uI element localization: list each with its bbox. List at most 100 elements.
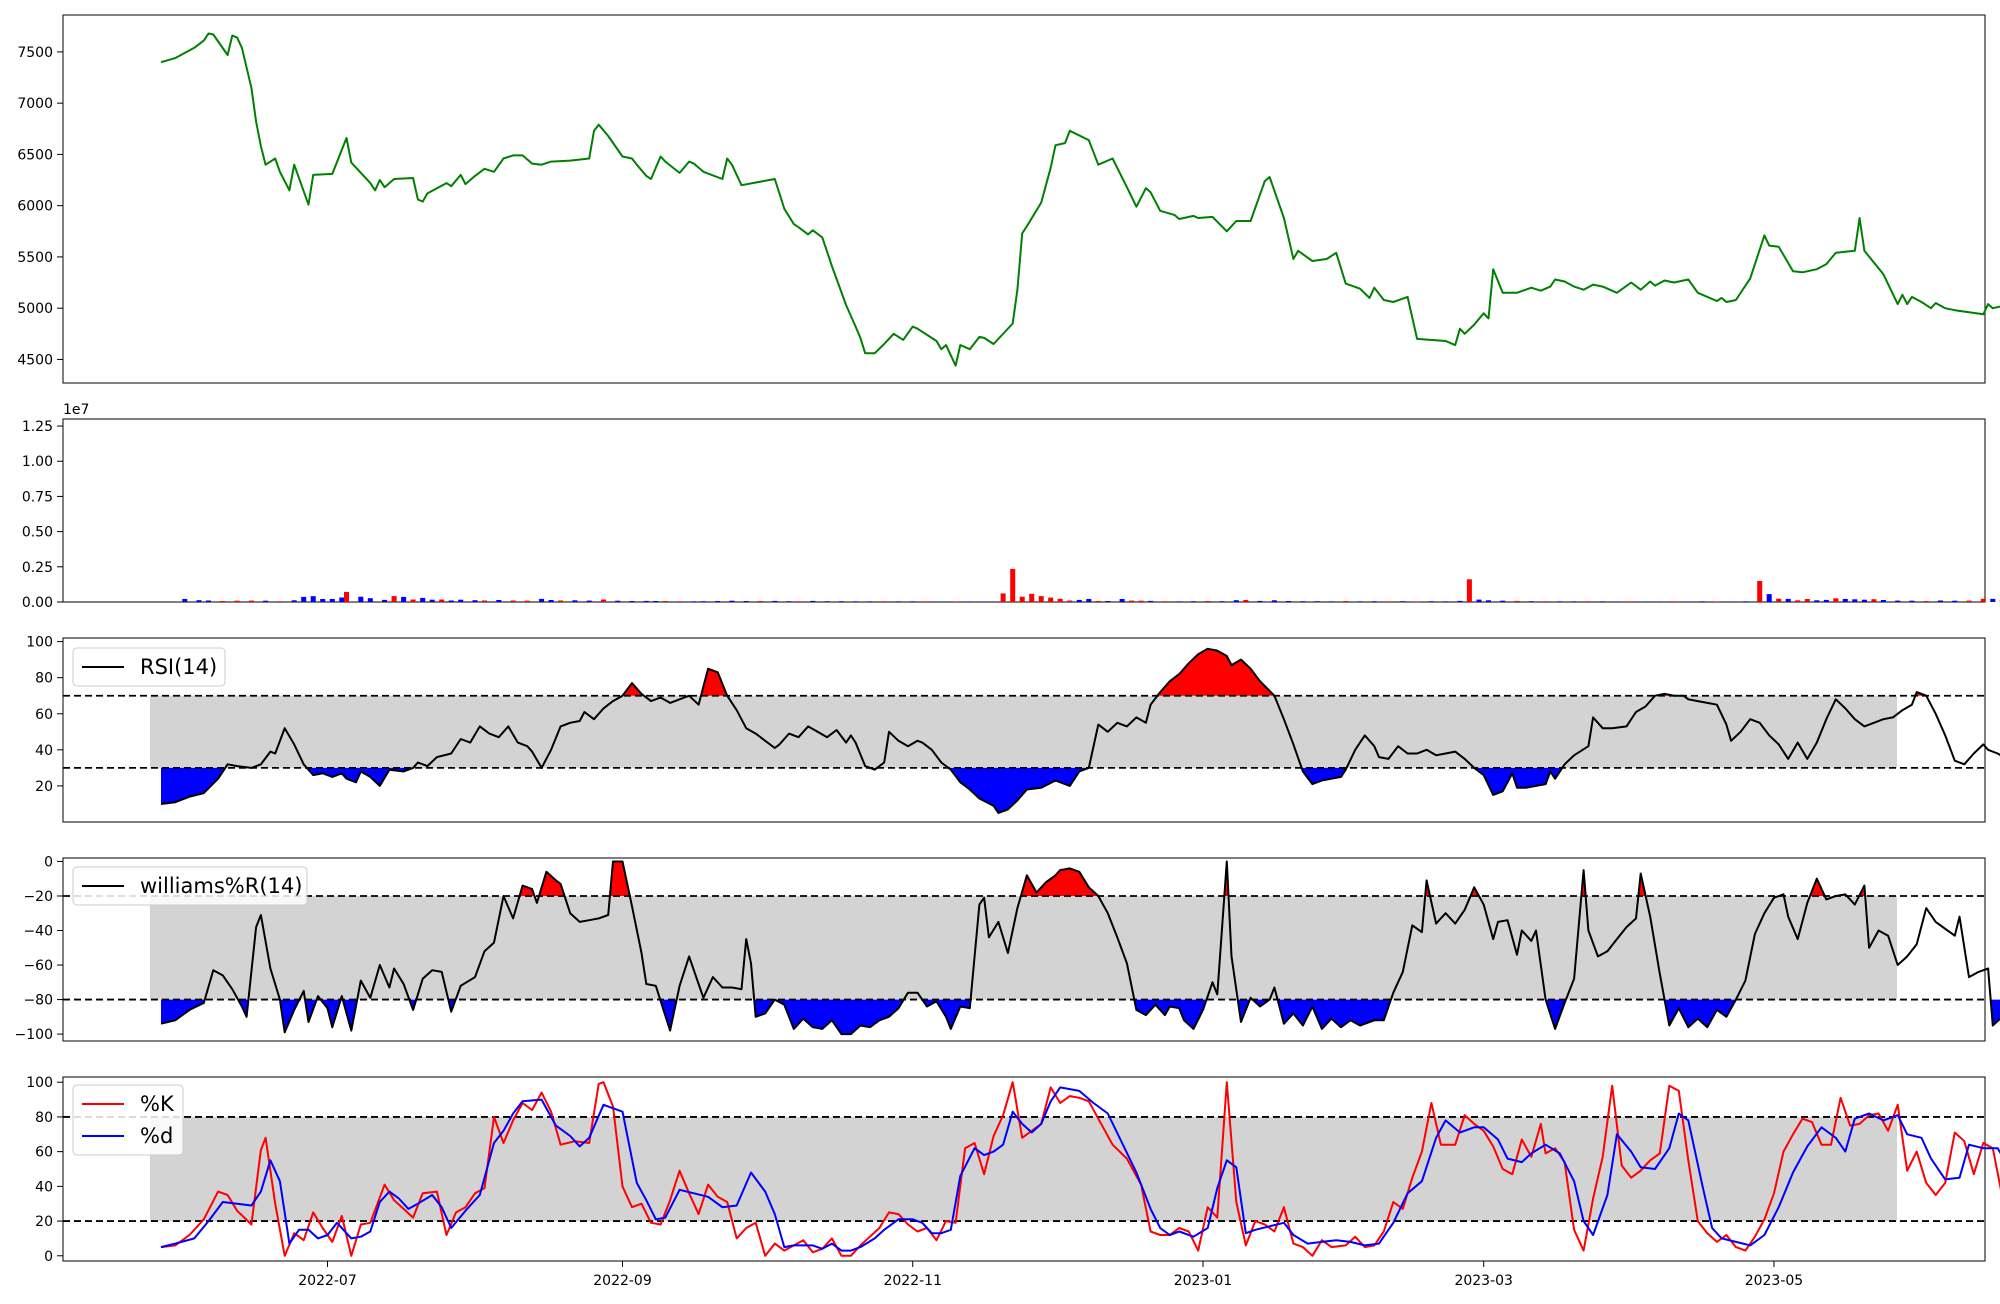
volume-bar (601, 600, 606, 603)
volume-bar (758, 601, 763, 602)
williams-y-tick-label: −100 (15, 1027, 53, 1043)
volume-bar (320, 599, 325, 602)
volume-bar (1058, 599, 1063, 602)
volume-bar (1557, 601, 1562, 602)
volume-bar (744, 601, 749, 602)
volume-bar (1457, 601, 1462, 602)
volume-bar (982, 601, 987, 602)
volume-bar (1643, 601, 1648, 602)
volume-bar (382, 600, 387, 602)
rsi-y-tick-label: 100 (26, 635, 53, 651)
volume-bar (1120, 599, 1125, 602)
volume-panel: 1e7 (63, 402, 1985, 602)
volume-bar (772, 601, 777, 602)
volume-bar (525, 601, 530, 602)
volume-bar (1529, 601, 1534, 602)
volume-bar (420, 598, 425, 602)
volume-bar (1220, 601, 1225, 602)
volume-bar (572, 600, 577, 602)
volume-bar (1358, 601, 1363, 602)
volume-bar (496, 600, 501, 602)
volume-bar (1477, 600, 1482, 602)
volume-bar (482, 601, 487, 603)
volume-bar (263, 601, 268, 602)
volume-bar (311, 596, 316, 602)
volume-bar (473, 600, 478, 602)
volume-y-tick-label: 0.75 (22, 489, 53, 505)
rsi-legend-label: RSI(14) (140, 655, 217, 679)
volume-bar (615, 601, 620, 602)
volume-bar (1429, 601, 1434, 602)
volume-bar (1967, 601, 1972, 602)
volume-bar (1515, 601, 1520, 602)
volume-bar (1500, 601, 1505, 602)
d-legend-label: %d (140, 1124, 173, 1148)
volume-bar (511, 601, 516, 603)
volume-bar (1329, 601, 1334, 602)
volume-bar (1686, 601, 1691, 602)
volume-bar (1205, 601, 1210, 602)
volume-bar (701, 601, 706, 602)
volume-offset-label: 1e7 (63, 402, 89, 418)
volume-bar (1672, 601, 1677, 602)
volume-bar (301, 597, 306, 602)
volume-bar (587, 601, 592, 602)
volume-bar (910, 601, 915, 602)
volume-bar (839, 601, 844, 602)
volume-bar (1909, 601, 1914, 602)
volume-bar (358, 597, 363, 602)
volume-bar (1315, 601, 1320, 602)
volume-bar (1129, 601, 1134, 602)
volume-bar (729, 601, 734, 602)
volume-bar (1805, 599, 1810, 602)
volume-bar (1039, 596, 1044, 602)
stochastic-y-tick-label: 100 (26, 1075, 53, 1091)
volume-bar (1162, 601, 1167, 602)
volume-bar (644, 601, 649, 602)
volume-bar (715, 601, 720, 602)
x-tick-label: 2022-09 (593, 1273, 652, 1289)
volume-y-tick-label: 1.25 (22, 419, 53, 435)
volume-bar (1795, 600, 1800, 602)
volume-bar (1757, 581, 1762, 602)
price-panel (63, 15, 1985, 383)
volume-bar (1700, 601, 1705, 602)
x-tick-label: 2023-03 (1454, 1273, 1513, 1289)
williams-y-tick-label: −40 (23, 924, 53, 940)
volume-bar (1400, 601, 1405, 602)
volume-bar (1881, 600, 1886, 602)
volume-bar (1543, 601, 1548, 602)
stochastic-y-tick-label: 60 (35, 1145, 53, 1161)
volume-bar (1286, 601, 1291, 602)
volume-bar (1572, 601, 1577, 602)
volume-bar (1767, 594, 1772, 602)
rsi-y-tick-label: 20 (35, 779, 53, 795)
volume-bar (787, 601, 792, 602)
williams-band (150, 896, 1897, 1000)
volume-bar (1096, 601, 1101, 602)
volume-bar (1833, 598, 1838, 602)
williams-y-tick-label: −20 (23, 889, 53, 905)
volume-bar (1029, 594, 1034, 602)
volume-bar (967, 601, 972, 602)
price-y-tick-label: 5500 (17, 250, 53, 266)
volume-bar (653, 601, 658, 602)
price-y-tick-label: 4500 (17, 352, 53, 368)
volume-bar (277, 601, 282, 602)
volume-y-tick-label: 1.00 (22, 454, 53, 470)
volume-bar (1814, 600, 1819, 602)
x-tick-label: 2022-07 (298, 1273, 357, 1289)
volume-bar (368, 598, 373, 602)
volume-bar (1177, 601, 1182, 602)
volume-bar (1272, 600, 1277, 602)
price-y-tick-label: 7000 (17, 96, 53, 112)
volume-bar (1415, 601, 1420, 602)
price-y-tick-label: 6500 (17, 147, 53, 163)
volume-bar (663, 601, 668, 602)
volume-bar (882, 601, 887, 602)
rsi-y-tick-label: 60 (35, 707, 53, 723)
stochastic-y-tick-label: 20 (35, 1214, 53, 1230)
volume-bar (810, 601, 815, 602)
volume-bar (1843, 599, 1848, 602)
volume-bar (458, 600, 463, 602)
